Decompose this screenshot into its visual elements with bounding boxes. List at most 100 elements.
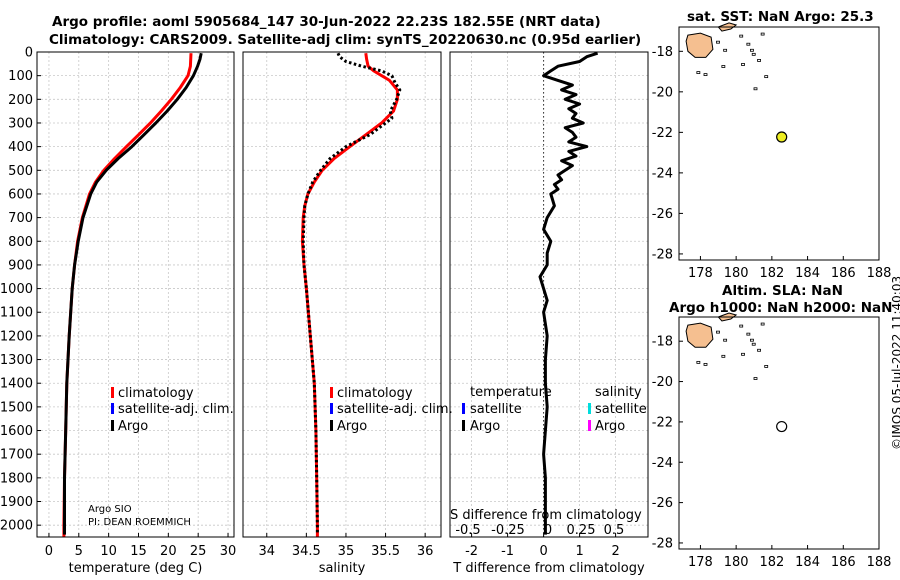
y-tick-label: 200: [8, 93, 33, 108]
credit-line-2: PI: DEAN ROEMMICH: [88, 517, 191, 528]
x-axis-label: T difference from climatology: [452, 561, 645, 576]
y-tick-label: 1300: [0, 353, 33, 368]
salinity-legend: climatology satellite-adj. clim. Argo: [330, 386, 453, 434]
series-line-argo: [63, 52, 203, 535]
islet: [703, 362, 708, 366]
x-tick-label: 0: [539, 544, 547, 559]
inner-tick: 0.25: [567, 523, 596, 538]
y-tick-label: -24: [652, 166, 673, 181]
float-marker: [776, 131, 788, 143]
x-tick-label: 186: [831, 555, 856, 570]
legend-swatch-satellite: [330, 403, 333, 414]
map-frame: [678, 316, 880, 550]
difference-panel: -2 -1 0 1 2 T difference from climatology: [449, 51, 649, 576]
x-tick-label: 182: [759, 266, 784, 281]
x-tick-label: 5: [75, 544, 83, 559]
islet: [741, 63, 745, 66]
y-tick-label: 400: [8, 140, 33, 155]
x-tick-label: 184: [795, 555, 820, 570]
x-tick-label: 178: [688, 266, 713, 281]
legend-label-climatology: climatology: [118, 386, 194, 401]
y-tick-label: -28: [652, 247, 673, 262]
islet: [750, 338, 754, 342]
y-tick-label: -28: [652, 536, 673, 551]
x-tick-label: 20: [160, 544, 177, 559]
temperature-panel: 0 5 10 15 20 25 30 temperature (deg C) 0 100 200 30…: [0, 46, 236, 577]
x-tick-label: 180: [724, 555, 749, 570]
altimetry-map: 178 180 182 184 186 188 -18 -20 -22 -24 -26 -28: [652, 312, 891, 570]
islet: [753, 377, 758, 380]
legend-label-argo: Argo: [337, 419, 367, 434]
inner-tick: 0.5: [604, 523, 625, 538]
axes-frame: [449, 51, 649, 538]
y-tick-label: 2000: [0, 519, 33, 534]
axes-frame: [242, 51, 442, 538]
legend-swatch-temp-argo: [462, 420, 465, 431]
x-tick-label: 186: [831, 266, 856, 281]
axes-frame: [36, 51, 235, 538]
legend-label-satellite: satellite-adj. clim.: [337, 402, 453, 417]
y-tick-label: 1200: [0, 329, 33, 344]
islet: [696, 71, 701, 74]
islet: [760, 322, 765, 326]
credit-line-1: Argo SIO: [88, 504, 132, 515]
title-line-1: Argo profile: aoml 5905684_147 30-Jun-20…: [52, 14, 601, 30]
legend-swatch-sal-satellite: [588, 403, 591, 414]
y-tick-label: -18: [652, 335, 673, 350]
x-tick-label: 184: [795, 266, 820, 281]
land-viti-levu: [685, 322, 714, 348]
y-tick-label: 800: [8, 235, 33, 250]
y-tick-label: 600: [8, 187, 33, 202]
x-tick-label: 34.5: [292, 544, 321, 559]
islet: [757, 59, 761, 62]
y-tick-label: -20: [652, 85, 673, 100]
y-tick-label: 900: [8, 258, 33, 273]
x-tick-label: 34: [258, 544, 275, 559]
legend-head-temperature: temperature: [470, 385, 552, 400]
y-tick-label: 1000: [0, 282, 33, 297]
map2-title-line-2: Argo h1000: NaN h2000: NaN: [669, 300, 893, 316]
x-tick-label: 25: [190, 544, 207, 559]
legend-label-climatology: climatology: [337, 386, 413, 401]
x-tick-label: 1: [575, 544, 583, 559]
islet: [721, 354, 726, 358]
islet: [741, 352, 745, 356]
legend-swatch-sal-argo: [588, 420, 591, 431]
islet: [757, 348, 761, 352]
y-tick-label: -20: [652, 375, 673, 390]
map2-title-line-1: Altim. SLA: NaN: [722, 283, 843, 299]
x-tick-label: 35.5: [371, 544, 400, 559]
inner-tick: -0.25: [491, 523, 525, 538]
y-tick-label: 1500: [0, 400, 33, 415]
legend-label-argo: Argo: [118, 419, 148, 434]
x-tick-label: 2: [611, 544, 619, 559]
x-tick-label: 188: [867, 266, 892, 281]
legend-label-sal-argo: Argo: [595, 419, 625, 434]
y-tick-label: -26: [652, 207, 673, 222]
islet: [746, 42, 751, 46]
legend-swatch-argo: [111, 420, 114, 431]
y-tick-label: -22: [652, 126, 673, 141]
x-tick-label: 178: [688, 555, 713, 570]
islet: [723, 338, 728, 342]
legend-label-temp-satellite: satellite: [470, 402, 522, 417]
x-tick-label: 15: [130, 544, 147, 559]
islet: [696, 360, 701, 364]
x-tick-label: 180: [724, 266, 749, 281]
y-tick-label: -26: [652, 496, 673, 511]
x-tick-label: 36: [417, 544, 434, 559]
y-tick-label: 500: [8, 164, 33, 179]
legend-swatch-satellite: [111, 403, 114, 414]
y-tick-label: 0: [25, 46, 33, 61]
y-tick-label: 300: [8, 116, 33, 131]
y-tick-label: 1800: [0, 471, 33, 486]
islet: [753, 87, 758, 91]
islet: [703, 73, 708, 76]
x-tick-label: -2: [465, 544, 478, 559]
islet: [739, 34, 744, 38]
y-tick-label: 700: [8, 211, 33, 226]
inner-tick: -0.5: [455, 523, 480, 538]
legend-swatch-temp-satellite: [462, 403, 465, 414]
plot-area: [450, 52, 648, 537]
